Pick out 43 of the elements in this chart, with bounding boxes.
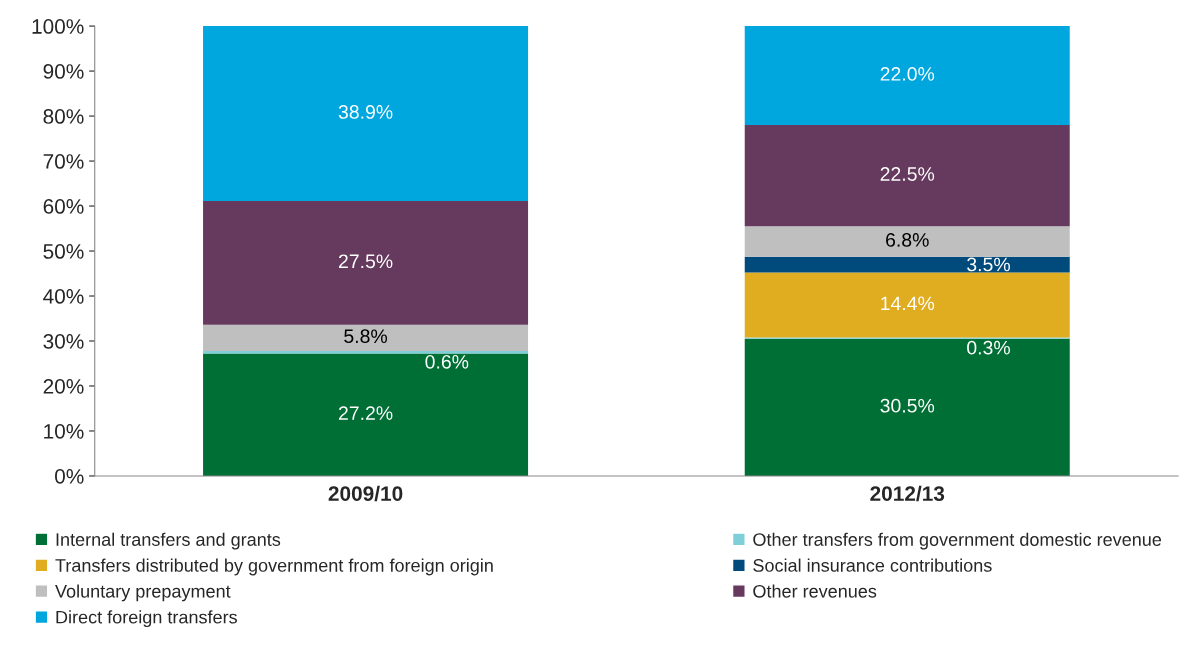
data-label: 5.8%	[344, 329, 388, 344]
legend-label: Other transfers from government domestic revenue	[753, 532, 1162, 550]
bar	[203, 201, 529, 325]
y-tick-label: 70%	[43, 154, 84, 169]
bar	[744, 125, 1070, 227]
data-label: 30.5%	[880, 398, 935, 413]
y-tick-label: 50%	[43, 244, 84, 259]
bar	[203, 26, 529, 202]
y-tick-label: 10%	[44, 423, 84, 439]
bar	[744, 226, 1070, 257]
bar	[744, 272, 1070, 338]
legend-label: Direct foreign transfers	[56, 610, 237, 628]
y-tick-label: 80%	[43, 109, 84, 124]
bar	[203, 353, 529, 476]
legend-label: Voluntary prepayment	[55, 584, 231, 602]
data-label: 0.6%	[425, 354, 469, 369]
x-tick-label: 2009/10	[328, 485, 403, 502]
bar	[744, 338, 1070, 476]
y-tick-label: 90%	[43, 64, 84, 79]
data-label: 3.5%	[967, 257, 1010, 272]
legend-label: Other revenues	[753, 584, 877, 598]
data-label: 0.3%	[967, 340, 1010, 355]
y-tick-label: 20%	[43, 378, 84, 394]
bar	[744, 26, 1070, 126]
x-tick-label: 2012/13	[870, 485, 945, 502]
data-label: 27.2%	[338, 406, 393, 420]
data-label: 38.9%	[338, 105, 393, 119]
bar	[203, 324, 529, 351]
data-label: 6.8%	[886, 233, 929, 247]
y-tick-label: 40%	[43, 289, 84, 304]
bar	[744, 256, 1070, 273]
y-tick-label: 30%	[43, 334, 84, 349]
data-label: 22.5%	[880, 167, 935, 181]
y-tick-label: 100%	[32, 19, 84, 34]
y-tick-label: 60%	[43, 199, 84, 214]
data-label: 14.4%	[881, 296, 935, 311]
y-tick-label: 0%	[55, 468, 84, 484]
legend-label: Social insurance contributions	[753, 558, 992, 572]
legend-label: Transfers distributed by government from foreign origin	[55, 558, 493, 576]
bar	[203, 350, 529, 354]
data-label: 22.0%	[880, 67, 935, 81]
data-label: 27.5%	[338, 254, 393, 269]
legend-label: Internal transfers and grants	[56, 532, 281, 550]
